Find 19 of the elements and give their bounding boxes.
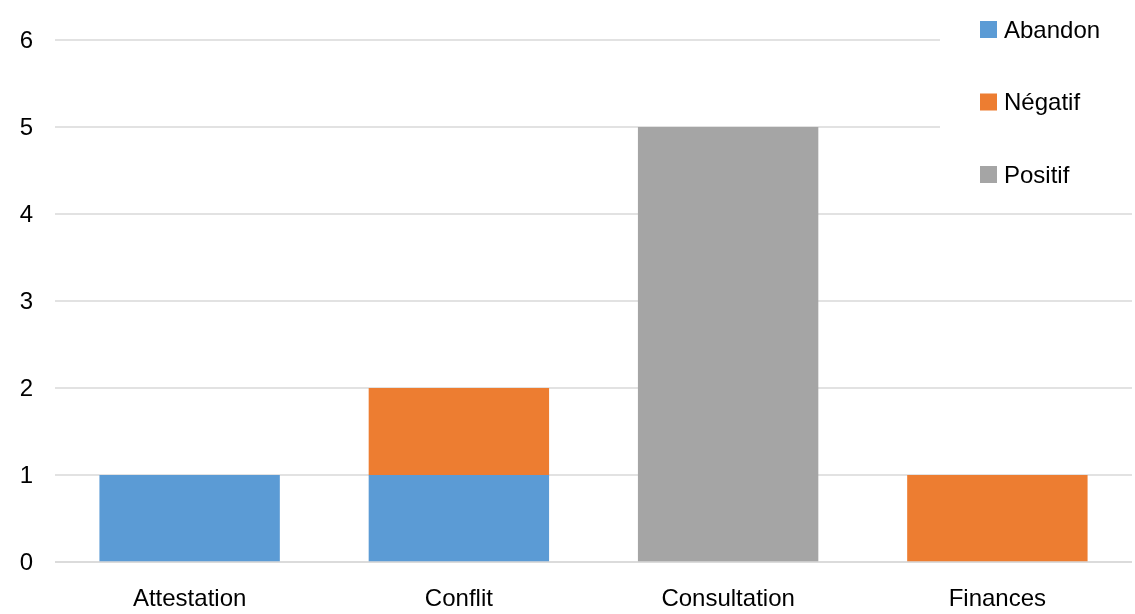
- bar: [368, 388, 550, 475]
- bar: [637, 127, 819, 562]
- y-tick-label: 3: [19, 287, 33, 315]
- x-tick-label: Conflit: [424, 584, 494, 611]
- y-tick-label: 2: [19, 374, 33, 402]
- y-tick-label: 4: [19, 200, 33, 228]
- legend-label: Positif: [1004, 160, 1070, 188]
- bar: [99, 475, 280, 562]
- bar: [907, 475, 1088, 562]
- y-tick-label: 6: [19, 26, 33, 54]
- y-tick-label: 0: [19, 548, 33, 576]
- bar: [368, 475, 550, 562]
- legend-label: Abandon: [1004, 15, 1101, 43]
- x-tick-label: Finances: [948, 584, 1047, 611]
- x-tick-label: Attestation: [132, 584, 247, 611]
- y-tick-label: 5: [19, 113, 33, 141]
- y-tick-label: 1: [19, 461, 33, 489]
- x-tick-label: Consultation: [661, 584, 795, 611]
- legend-label: Négatif: [1004, 88, 1081, 116]
